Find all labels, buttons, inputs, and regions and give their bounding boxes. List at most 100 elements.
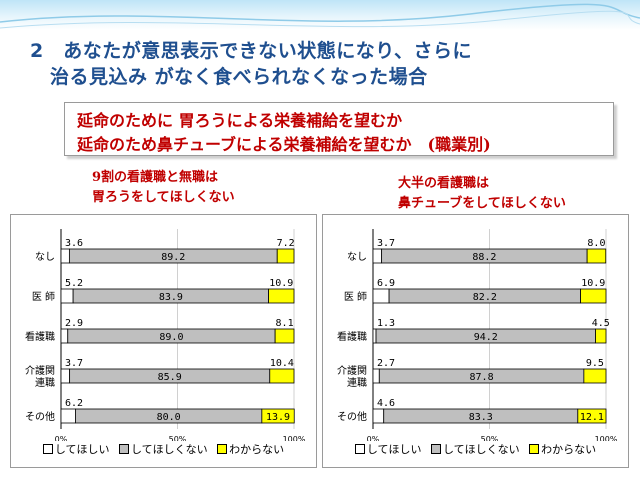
data-label: 8.1 xyxy=(276,318,294,329)
data-label: 85.9 xyxy=(158,372,182,383)
bar-segment-want xyxy=(372,368,380,384)
x-tick-label: 0% xyxy=(367,435,380,441)
bar-segment-unknown xyxy=(269,368,295,384)
chart-left: 0% 50% 100% なし 3.6 89.2 7.2 医 師 5.2 83.9 10.9 看護職 2.… xyxy=(25,229,306,441)
left-subtitle: 9割の看護職と無職は 胃ろうをしてほしくない xyxy=(92,168,235,208)
legend-swatch-want xyxy=(42,444,53,454)
data-label: 1.3 xyxy=(377,318,395,329)
legend-swatch-dont xyxy=(119,444,129,454)
bar-segment-want xyxy=(372,328,377,344)
category-label: 連職 xyxy=(35,376,55,389)
category-label: 連職 xyxy=(347,376,367,389)
bar-segment-unknown xyxy=(276,248,295,264)
legend-swatch-dont xyxy=(431,444,441,454)
data-label: 83.9 xyxy=(159,292,183,303)
data-label: 94.2 xyxy=(474,332,498,343)
category-label: なし xyxy=(347,251,367,263)
category-label: 医 師 xyxy=(32,290,55,303)
data-label: 7.2 xyxy=(277,238,295,249)
data-label: 5.2 xyxy=(65,278,83,289)
data-label: 10.4 xyxy=(270,358,294,369)
legend-right: してほしい してほしくない わからない xyxy=(323,441,628,461)
data-label: 82.2 xyxy=(473,292,497,303)
x-tick-label: 50% xyxy=(169,435,187,441)
legend-swatch-want xyxy=(354,444,365,454)
page-title-line1: 2 あなたが意思表示できない状態になり、さらに xyxy=(30,40,472,62)
data-label: 4.6 xyxy=(377,398,395,409)
legend-item-dont: してほしくない xyxy=(119,441,208,457)
category-label: なし xyxy=(35,251,55,263)
bar-segment-unknown xyxy=(583,368,607,384)
bar-segment-want xyxy=(372,248,383,264)
chart-panel-right: 0% 50% 100% なし 3.7 88.2 8.0 医 師 6.9 82.2 10.9 看護職 1.… xyxy=(322,214,629,468)
data-label: 10.9 xyxy=(269,278,293,289)
category-label: 医 師 xyxy=(344,290,367,303)
data-label: 12.1 xyxy=(580,412,604,423)
data-label: 6.9 xyxy=(377,278,395,289)
legend-item-want: してほしい xyxy=(42,441,110,457)
right-subtitle: 大半の看護職は 鼻チューブをしてほしくない xyxy=(398,174,566,214)
data-label: 89.0 xyxy=(159,332,183,343)
data-label: 6.2 xyxy=(65,398,83,409)
legend-label-want: してほしい xyxy=(54,443,110,456)
bar-segment-want xyxy=(372,288,390,304)
data-label: 83.3 xyxy=(469,412,493,423)
left-subtitle-line2: 胃ろうをしてほしくない xyxy=(92,190,235,205)
header-band xyxy=(0,0,640,30)
bar-segment-unknown xyxy=(261,408,295,424)
data-label: 87.8 xyxy=(470,372,494,383)
category-label: 看護職 xyxy=(337,330,367,343)
data-label: 10.9 xyxy=(581,278,605,289)
legend-label-dont: してほしくない xyxy=(131,443,208,456)
legend-label-want: してほしい xyxy=(366,443,422,456)
legend-item-dont: してほしくない xyxy=(431,441,520,457)
bar-segment-want xyxy=(60,288,74,304)
legend-label-unknown: わからない xyxy=(229,443,285,456)
bar-segment-unknown xyxy=(586,248,607,264)
bar-segment-want xyxy=(60,248,70,264)
data-label: 3.7 xyxy=(65,358,83,369)
bar-segment-want xyxy=(60,328,69,344)
bar-segment-unknown xyxy=(595,328,607,344)
legend-swatch-unknown xyxy=(217,444,228,454)
question-line1: 延命のために 胃ろうによる栄養補給を望むか xyxy=(77,111,403,130)
category-label: 介護関 xyxy=(25,364,55,377)
legend-item-unknown: わからない xyxy=(217,441,284,457)
legend-label-dont: してほしくない xyxy=(443,443,520,456)
left-subtitle-line1: 9割の看護職と無職は xyxy=(92,170,219,185)
data-label: 89.2 xyxy=(161,252,185,263)
bar-segment-unknown xyxy=(268,288,295,304)
x-tick-label: 50% xyxy=(481,435,499,441)
data-label: 3.6 xyxy=(65,238,83,249)
legend-item-unknown: わからない xyxy=(529,441,596,457)
question-box: 延命のために 胃ろうによる栄養補給を望むか 延命のため鼻チューブによる栄養補給を… xyxy=(64,102,614,156)
chart-panel-left: 0% 50% 100% なし 3.6 89.2 7.2 医 師 5.2 83.9 10.9 看護職 2.… xyxy=(10,214,317,468)
bar-segment-want xyxy=(60,408,76,424)
data-label: 88.2 xyxy=(472,252,496,263)
bar-segment-unknown xyxy=(580,288,607,304)
data-label: 2.9 xyxy=(65,318,83,329)
x-tick-label: 0% xyxy=(55,435,68,441)
question-line2: 延命のため鼻チューブによる栄養補給を望むか (職業別) xyxy=(77,135,491,154)
legend-item-want: してほしい xyxy=(354,441,422,457)
data-label: 8.0 xyxy=(587,238,605,249)
chart-right: 0% 50% 100% なし 3.7 88.2 8.0 医 師 6.9 82.2 10.9 看護職 1.… xyxy=(337,229,618,441)
category-label: 介護関 xyxy=(337,364,367,377)
bar-segment-unknown xyxy=(274,328,295,344)
bar-segment-want xyxy=(372,408,385,424)
bar-segment-unknown xyxy=(577,408,607,424)
data-label: 13.9 xyxy=(266,412,290,423)
legend-left: してほしい してほしくない わからない xyxy=(11,441,316,461)
data-label: 80.0 xyxy=(157,412,181,423)
right-subtitle-line2: 鼻チューブをしてほしくない xyxy=(398,196,566,211)
data-label: 4.5 xyxy=(592,318,610,329)
category-label: その他 xyxy=(25,410,55,423)
data-label: 2.7 xyxy=(377,358,395,369)
category-label: 看護職 xyxy=(25,330,55,343)
x-tick-label: 100% xyxy=(595,435,618,441)
legend-swatch-unknown xyxy=(529,444,540,454)
right-subtitle-line1: 大半の看護職は xyxy=(398,176,490,191)
bar-segment-want xyxy=(60,368,71,384)
data-label: 3.7 xyxy=(377,238,395,249)
data-label: 9.5 xyxy=(586,358,604,369)
